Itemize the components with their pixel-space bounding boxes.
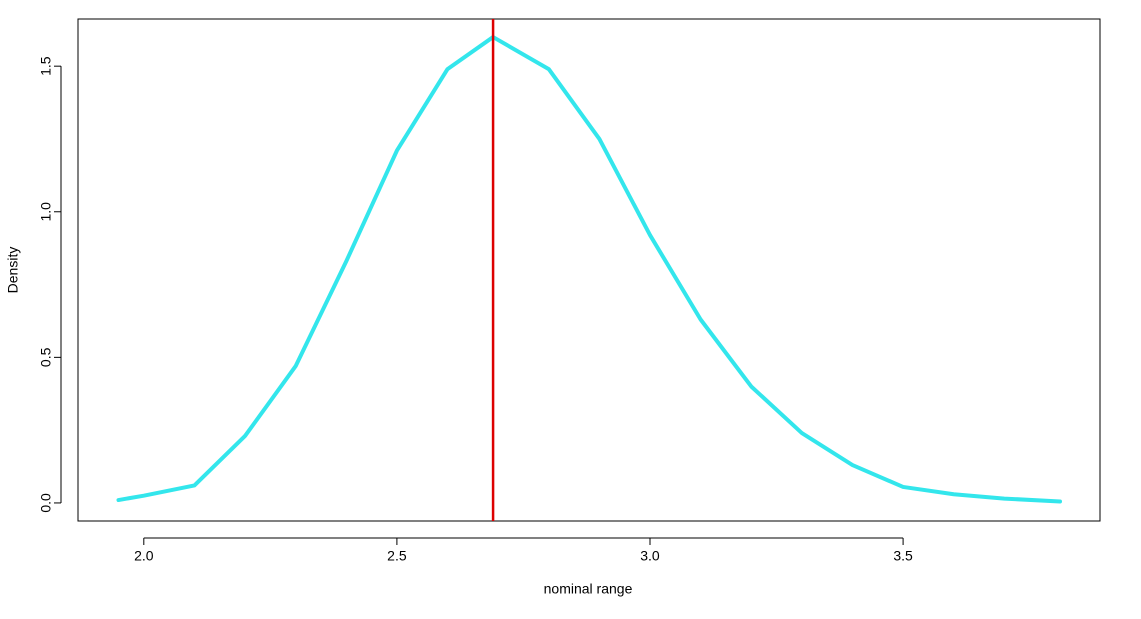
x-tick-label: 2.0 [134,548,154,564]
density-line [116,35,1063,504]
y-tick-label: 1.0 [38,202,54,222]
y-tick-label: 0.0 [38,493,54,513]
y-axis-label: Density [5,247,21,294]
plot-frame [77,18,1101,522]
y-tick-label: 1.5 [38,56,54,76]
x-tick-label: 3.5 [893,548,913,564]
x-axis-label: nominal range [544,581,633,597]
y-tick-label: 0.5 [38,347,54,367]
x-tick-label: 2.5 [387,548,407,564]
x-tick-label: 3.0 [640,548,660,564]
